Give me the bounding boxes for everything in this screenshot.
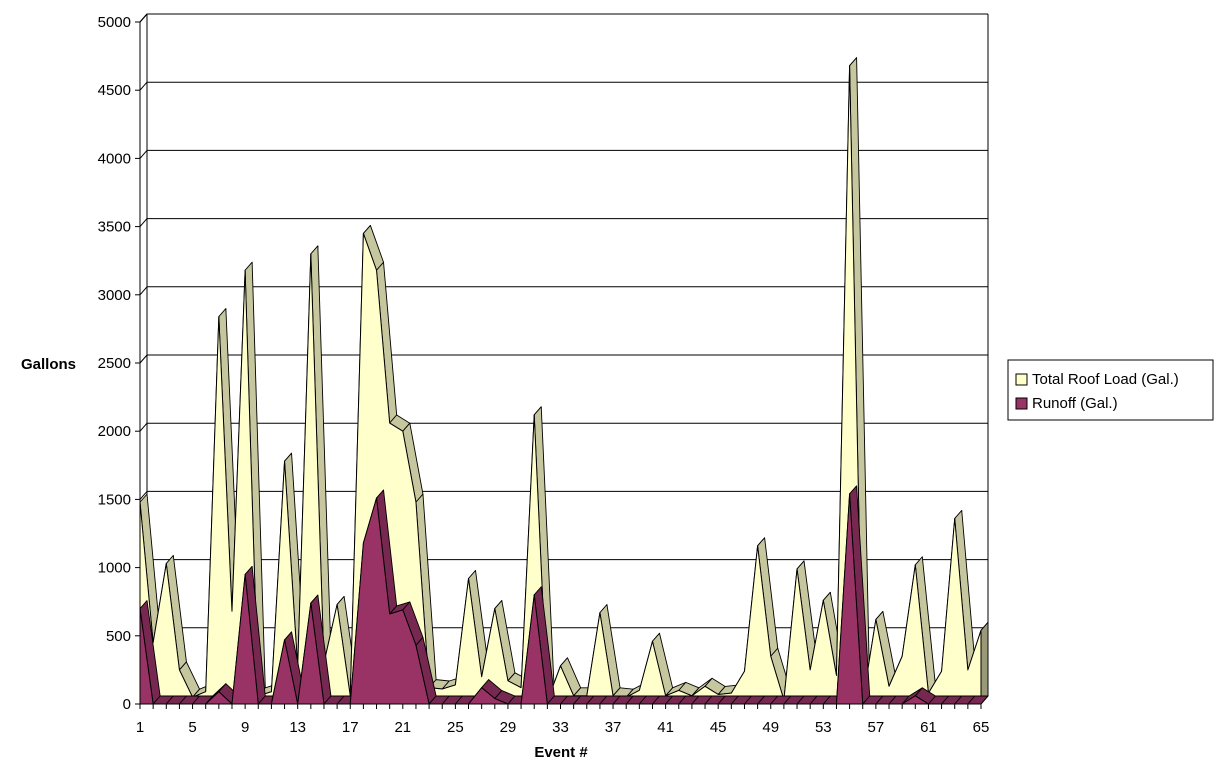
side-wall-gridline (139, 81, 148, 91)
y-tick-label: 4500 (98, 82, 131, 99)
legend-swatch-total-roof-load (1015, 373, 1028, 386)
y-tick-label: 2000 (98, 423, 131, 440)
y-axis-title: Gallons (21, 356, 76, 373)
legend-swatch-runoff (1015, 397, 1028, 410)
side-wall-gridline (139, 422, 148, 432)
x-tick-label: 37 (605, 719, 622, 736)
y-tick-labels: 0 500 1000 1500 2000 2500 3000 3500 4000 4500 5000 (98, 14, 140, 713)
y-tick-label: 0 (123, 696, 131, 713)
x-tick-label: 1 (136, 719, 144, 736)
x-tick-label: 53 (815, 719, 832, 736)
x-tick-label: 33 (552, 719, 569, 736)
side-wall-gridline (139, 286, 148, 296)
x-axis-title: Event # (534, 744, 588, 761)
side-wall-gridline (139, 218, 148, 227)
y-tick-label: 1000 (98, 560, 131, 577)
side-wall-gridline (139, 354, 148, 364)
series-0-end-cap (980, 621, 989, 706)
x-tick-label: 45 (710, 719, 727, 736)
legend-label-total-roof-load: Total Roof Load (Gal.) (1032, 371, 1179, 388)
x-tick-label: 5 (188, 719, 196, 736)
x-tick-label: 57 (868, 719, 885, 736)
y-tick-label: 2500 (98, 355, 131, 372)
y-tick-label: 1500 (98, 491, 131, 508)
y-tick-label: 5000 (98, 14, 131, 31)
x-tick-label: 25 (447, 719, 464, 736)
x-tick-label: 13 (289, 719, 306, 736)
x-tick-label: 9 (241, 719, 249, 736)
series-areas (139, 57, 989, 706)
x-tick-label: 21 (394, 719, 411, 736)
x-tick-label: 65 (973, 719, 990, 736)
y-tick-label: 4000 (98, 150, 131, 167)
x-tick-label: 17 (342, 719, 359, 736)
x-tick-label: 61 (920, 719, 937, 736)
side-wall-gridline (139, 491, 148, 500)
y-tick-label: 3500 (98, 219, 131, 236)
y-tick-label: 500 (106, 628, 131, 645)
side-wall-top-edge (139, 13, 148, 23)
x-tick-labels: 1 5 9 13 17 21 25 29 33 37 41 45 49 53 57 61 65 (136, 704, 990, 736)
series-1-end-cap (980, 695, 989, 705)
side-wall-gridline (139, 150, 148, 159)
x-tick-label: 49 (762, 719, 779, 736)
legend-box (1007, 359, 1214, 421)
x-tick-label: 41 (657, 719, 674, 736)
x-tick-label: 29 (500, 719, 517, 736)
legend: Total Roof Load (Gal.) Runoff (Gal.) (1007, 359, 1214, 421)
legend-label-runoff: Runoff (Gal.) (1032, 395, 1118, 412)
y-tick-label: 3000 (98, 287, 131, 304)
